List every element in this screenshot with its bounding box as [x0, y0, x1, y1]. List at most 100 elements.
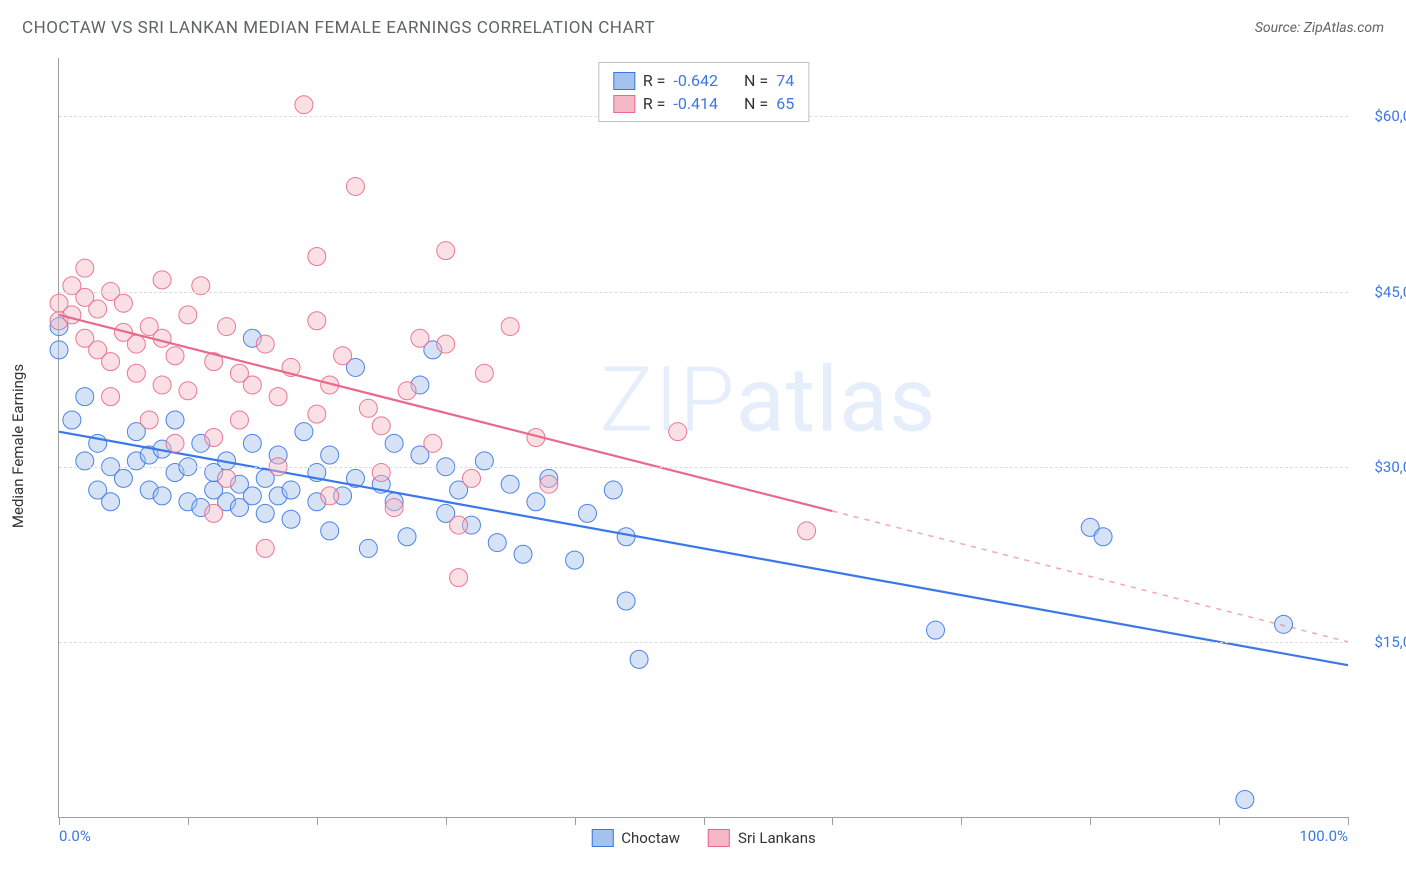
- scatter-point: [308, 248, 326, 266]
- x-tick: [1348, 817, 1349, 825]
- source-attribution: Source: ZipAtlas.com: [1255, 20, 1384, 36]
- scatter-point: [334, 347, 352, 365]
- x-tick: [317, 817, 318, 825]
- scatter-point: [514, 545, 532, 563]
- x-tick: [1090, 817, 1091, 825]
- scatter-point: [398, 528, 416, 546]
- scatter-point: [256, 504, 274, 522]
- scatter-point: [153, 271, 171, 289]
- scatter-point: [166, 347, 184, 365]
- y-tick-label: $30,000: [1358, 458, 1406, 476]
- scatter-point: [205, 504, 223, 522]
- scatter-point: [617, 528, 635, 546]
- scatter-point: [359, 399, 377, 417]
- scatter-point: [1236, 790, 1254, 808]
- legend-n-label: N =: [744, 94, 768, 113]
- scatter-point: [243, 434, 261, 452]
- x-tick: [446, 817, 447, 825]
- scatter-point: [501, 475, 519, 493]
- scatter-point: [450, 516, 468, 534]
- scatter-point: [462, 469, 480, 487]
- scatter-point: [488, 534, 506, 552]
- scatter-point: [437, 242, 455, 260]
- y-tick-label: $45,000: [1358, 283, 1406, 301]
- scatter-point: [63, 306, 81, 324]
- scatter-point: [89, 300, 107, 318]
- scatter-point: [927, 621, 945, 639]
- scatter-point: [346, 177, 364, 195]
- scatter-point: [140, 411, 158, 429]
- legend-n-label: N =: [744, 71, 768, 90]
- scatter-point: [218, 469, 236, 487]
- scatter-point: [127, 364, 145, 382]
- scatter-point: [359, 539, 377, 557]
- scatter-point: [398, 382, 416, 400]
- scatter-point: [63, 411, 81, 429]
- y-axis-label: Median Female Earnings: [9, 364, 27, 528]
- scatter-point: [450, 569, 468, 587]
- legend-r-value: -0.414: [673, 94, 718, 113]
- scatter-point: [243, 376, 261, 394]
- scatter-point: [617, 592, 635, 610]
- x-tick: [575, 817, 576, 825]
- x-tick: [961, 817, 962, 825]
- chart-svg: [59, 58, 1348, 817]
- legend-stats-box: R = -0.642 N = 74 R = -0.414 N = 65: [598, 62, 809, 122]
- scatter-point: [166, 434, 184, 452]
- scatter-point: [102, 493, 120, 511]
- scatter-point: [166, 411, 184, 429]
- legend-n-value: 65: [776, 94, 794, 113]
- scatter-point: [578, 504, 596, 522]
- scatter-point: [50, 341, 68, 359]
- scatter-point: [411, 329, 429, 347]
- legend-series-item: Choctaw: [591, 829, 680, 847]
- scatter-point: [1275, 615, 1293, 633]
- scatter-point: [179, 382, 197, 400]
- legend-swatch-icon: [613, 72, 635, 90]
- scatter-point: [385, 499, 403, 517]
- x-tick-label: 100.0%: [1299, 827, 1348, 845]
- y-tick-label: $15,000: [1358, 633, 1406, 651]
- scatter-point: [669, 423, 687, 441]
- scatter-point: [437, 335, 455, 353]
- legend-n-value: 74: [776, 71, 794, 90]
- scatter-point: [102, 353, 120, 371]
- scatter-point: [256, 539, 274, 557]
- x-tick: [1219, 817, 1220, 825]
- x-tick: [59, 817, 60, 825]
- x-tick: [704, 817, 705, 825]
- header-row: CHOCTAW VS SRI LANKAN MEDIAN FEMALE EARN…: [22, 18, 1384, 38]
- gridline-h: [59, 292, 1348, 293]
- scatter-point: [114, 294, 132, 312]
- chart-title: CHOCTAW VS SRI LANKAN MEDIAN FEMALE EARN…: [22, 18, 655, 38]
- legend-r-value: -0.642: [673, 71, 718, 90]
- scatter-point: [540, 475, 558, 493]
- plot-area: ZIPatlas R = -0.642 N = 74 R = -0.414 N …: [58, 58, 1348, 818]
- scatter-point: [630, 650, 648, 668]
- legend-swatch-icon: [708, 829, 730, 847]
- scatter-point: [76, 388, 94, 406]
- gridline-h: [59, 642, 1348, 643]
- scatter-point: [153, 376, 171, 394]
- scatter-point: [321, 446, 339, 464]
- scatter-point: [102, 388, 120, 406]
- scatter-point: [256, 335, 274, 353]
- legend-r-label: R =: [643, 71, 666, 90]
- scatter-point: [527, 493, 545, 511]
- scatter-point: [114, 469, 132, 487]
- scatter-point: [385, 434, 403, 452]
- chart-container: CHOCTAW VS SRI LANKAN MEDIAN FEMALE EARN…: [0, 0, 1406, 892]
- scatter-point: [475, 364, 493, 382]
- scatter-point: [127, 335, 145, 353]
- scatter-point: [1094, 528, 1112, 546]
- legend-series-item: Sri Lankans: [708, 829, 816, 847]
- scatter-point: [372, 417, 390, 435]
- legend-stat-row: R = -0.414 N = 65: [613, 92, 794, 115]
- scatter-point: [308, 312, 326, 330]
- x-tick: [832, 817, 833, 825]
- legend-r-label: R =: [643, 94, 666, 113]
- legend-swatch-icon: [613, 95, 635, 113]
- scatter-point: [282, 481, 300, 499]
- scatter-point: [205, 429, 223, 447]
- scatter-point: [321, 522, 339, 540]
